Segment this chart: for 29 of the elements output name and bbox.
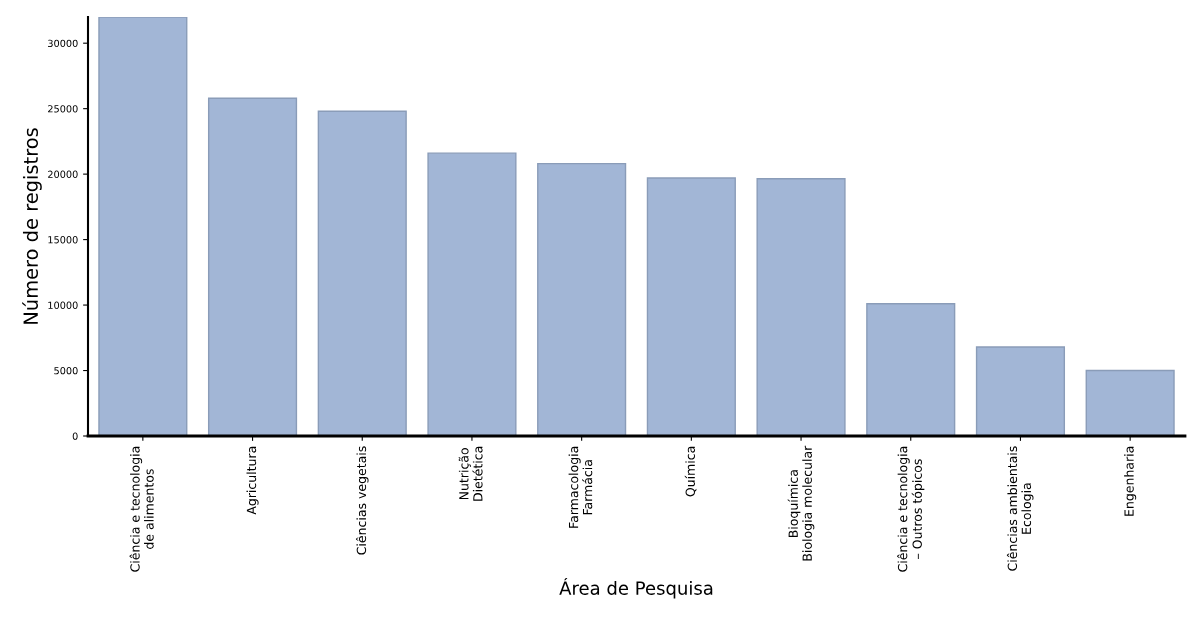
y-tick-label: 10000 [48, 301, 78, 309]
bar [646, 177, 736, 436]
y-tick-label: 30000 [48, 39, 78, 48]
bar [317, 110, 407, 436]
y-tick-label: 25000 [48, 105, 78, 113]
bar [427, 152, 517, 436]
x-tick-label: Engenharia [1124, 446, 1137, 516]
x-tick-label: Ciências ambientais Ecologia [1006, 446, 1034, 571]
y-tick-label: 5000 [54, 367, 78, 375]
y-tick-label: 0 [72, 432, 78, 440]
x-tick-label: Ciência e tecnologia de alimentos [129, 446, 154, 572]
bar [756, 178, 846, 436]
x-tick-label: Ciências vegetais [355, 446, 369, 555]
bar [207, 97, 298, 436]
bar [975, 346, 1066, 436]
x-tick-label: Ciência e tecnologia – Outros tópicos [897, 446, 925, 572]
x-tick-label: Química [684, 446, 697, 497]
bar [1085, 369, 1175, 436]
y-tick-label: 20000 [48, 170, 78, 178]
bar [866, 303, 956, 436]
x-tick-label: Nutrição Dietética [458, 446, 483, 501]
x-tick-label: Agricultura [246, 446, 259, 515]
y-tick-label: 15000 [48, 236, 78, 244]
bar [537, 162, 627, 436]
y-axis-title: Número de registros [22, 128, 42, 324]
x-axis-title: Área de Pesquisa [559, 577, 713, 599]
x-tick-label: Farmacologia Farmácia [568, 446, 593, 528]
x-tick-label: Bioquímica Biologia molecular [787, 445, 815, 561]
bar [98, 17, 188, 436]
